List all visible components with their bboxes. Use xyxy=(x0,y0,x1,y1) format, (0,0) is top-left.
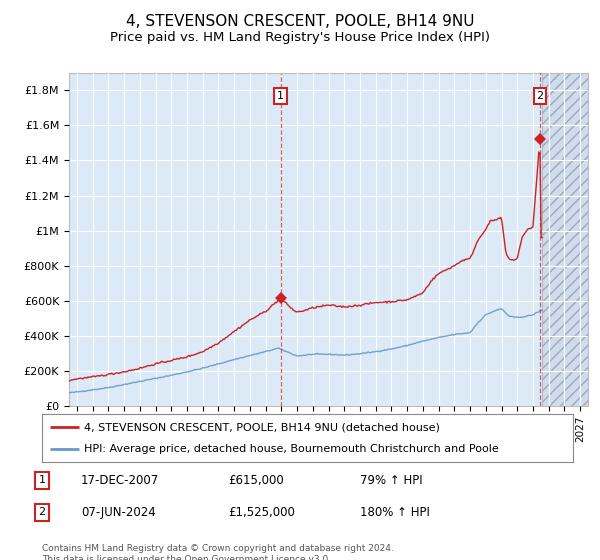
Text: Price paid vs. HM Land Registry's House Price Index (HPI): Price paid vs. HM Land Registry's House … xyxy=(110,31,490,44)
Text: 2: 2 xyxy=(38,507,46,517)
Text: 4, STEVENSON CRESCENT, POOLE, BH14 9NU (detached house): 4, STEVENSON CRESCENT, POOLE, BH14 9NU (… xyxy=(85,422,440,432)
Text: 180% ↑ HPI: 180% ↑ HPI xyxy=(360,506,430,519)
Text: £615,000: £615,000 xyxy=(228,474,284,487)
Text: Contains HM Land Registry data © Crown copyright and database right 2024.
This d: Contains HM Land Registry data © Crown c… xyxy=(42,544,394,560)
Text: 1: 1 xyxy=(38,475,46,486)
Bar xyxy=(542,73,588,406)
Text: £1,525,000: £1,525,000 xyxy=(228,506,295,519)
Text: 17-DEC-2007: 17-DEC-2007 xyxy=(81,474,159,487)
Text: 1: 1 xyxy=(277,91,284,101)
Text: 2: 2 xyxy=(536,91,544,101)
Text: 79% ↑ HPI: 79% ↑ HPI xyxy=(360,474,422,487)
Text: 07-JUN-2024: 07-JUN-2024 xyxy=(81,506,156,519)
Text: HPI: Average price, detached house, Bournemouth Christchurch and Poole: HPI: Average price, detached house, Bour… xyxy=(85,444,499,454)
Text: 4, STEVENSON CRESCENT, POOLE, BH14 9NU: 4, STEVENSON CRESCENT, POOLE, BH14 9NU xyxy=(126,14,474,29)
Bar xyxy=(542,73,588,406)
